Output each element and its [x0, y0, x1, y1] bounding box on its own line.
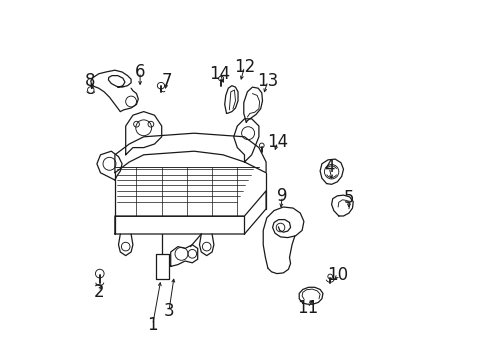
- Text: 10: 10: [327, 266, 348, 284]
- Text: 11: 11: [296, 299, 318, 317]
- Text: 6: 6: [135, 63, 145, 81]
- Text: 8: 8: [85, 72, 96, 90]
- Text: 1: 1: [147, 316, 158, 334]
- Text: 5: 5: [343, 189, 353, 207]
- Text: 9: 9: [277, 187, 287, 205]
- Text: 14: 14: [209, 65, 230, 83]
- Text: 2: 2: [93, 283, 104, 301]
- Text: 4: 4: [323, 158, 334, 176]
- Text: 3: 3: [163, 302, 174, 320]
- Text: 7: 7: [162, 72, 172, 90]
- Text: 13: 13: [257, 72, 278, 90]
- Text: 14: 14: [266, 133, 287, 151]
- Text: 12: 12: [233, 58, 255, 76]
